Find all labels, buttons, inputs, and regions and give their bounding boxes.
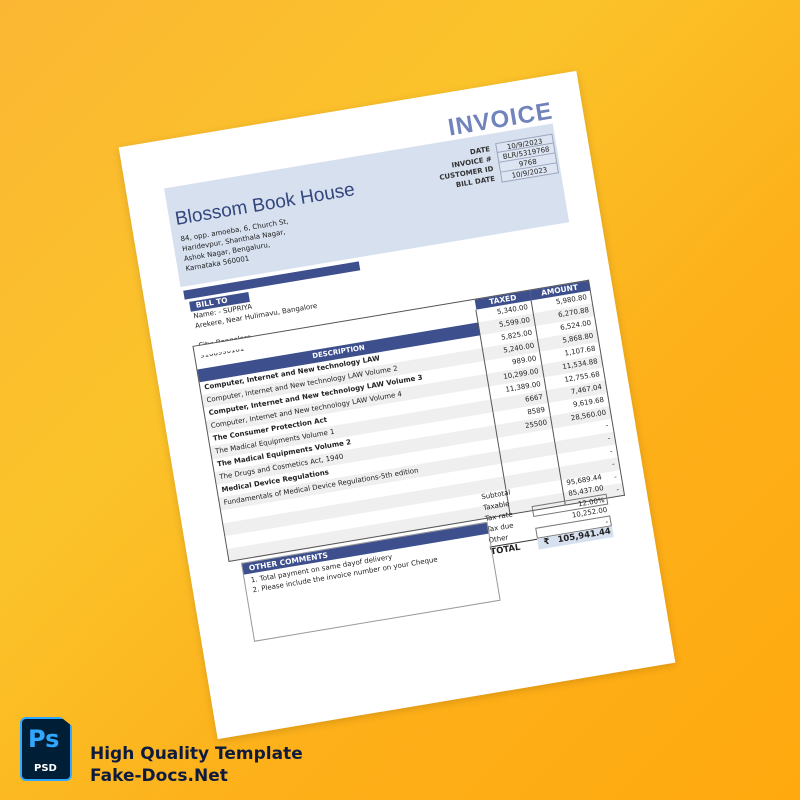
tagline-line1: High Quality Template <box>90 744 303 764</box>
invoice-document: INVOICE Blossom Book House 84, opp. amoe… <box>118 70 676 740</box>
tagline-line2: Fake-Docs.Net <box>90 766 228 786</box>
photoshop-icon: Ps PSD <box>20 717 72 781</box>
ps-logo-text: Ps <box>28 725 60 753</box>
psd-label: PSD <box>34 763 57 774</box>
tagline: High Quality Template Fake-Docs.Net <box>90 743 303 787</box>
rupee-icon: ₹ <box>542 536 551 548</box>
